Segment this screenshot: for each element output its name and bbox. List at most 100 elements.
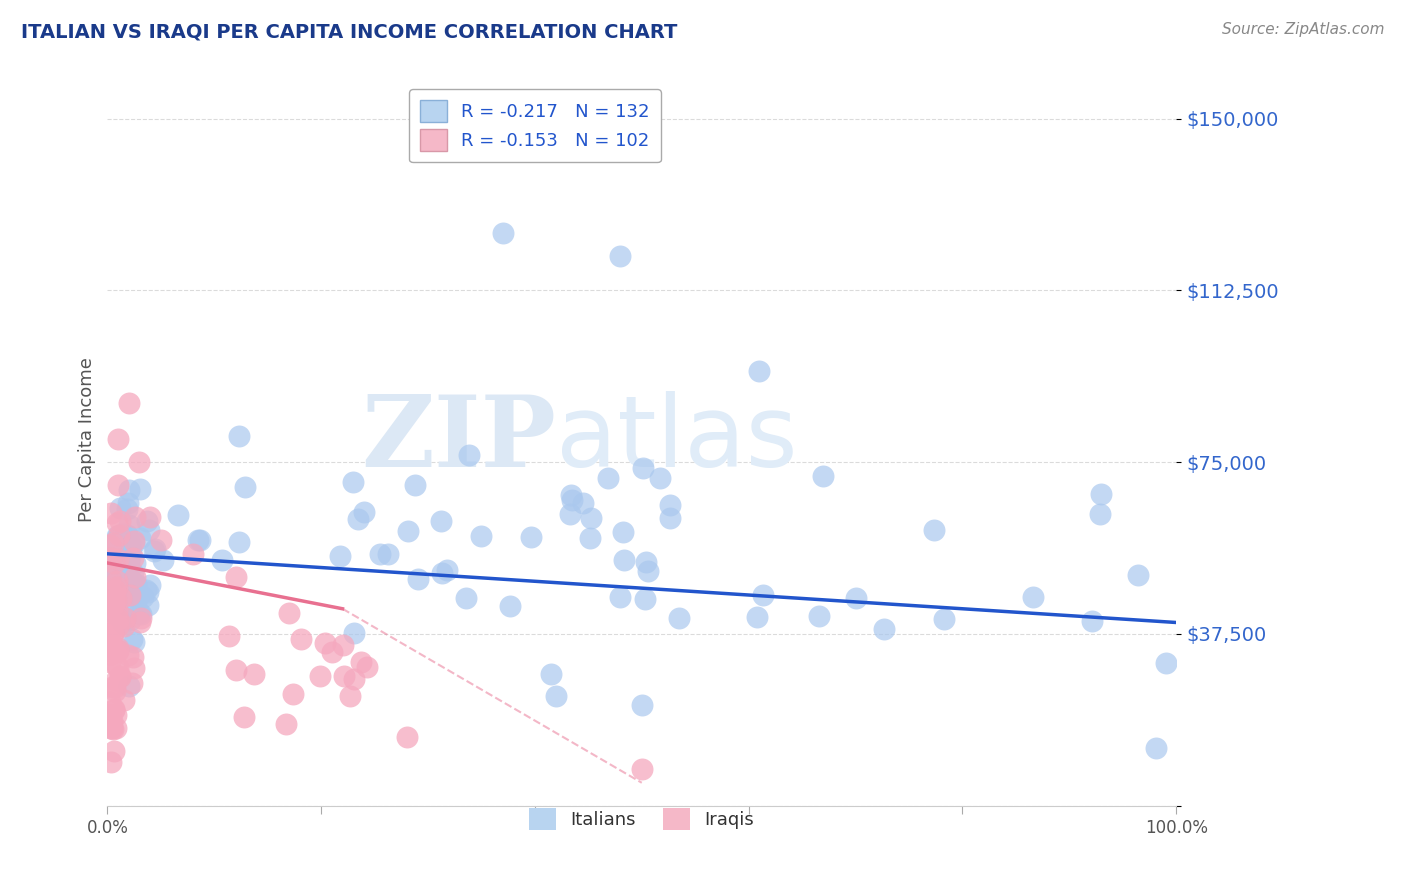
Point [332,669,354,683]
Point [124,510,146,524]
Point [118,679,141,693]
Point [499,599,522,614]
Point [104,558,127,572]
Point [332,639,354,653]
Point [436,564,458,578]
Point [120,543,142,558]
Point [124,570,146,584]
Point [112,613,135,627]
Point [108,668,131,682]
Point [112,556,135,570]
Point [166,508,188,522]
Point [278,607,301,621]
Point [108,527,131,541]
Point [105,673,128,688]
Point [314,636,336,650]
Point [139,578,162,592]
Point [181,547,204,561]
Point [609,249,631,263]
Point [813,469,835,483]
Point [98,708,121,723]
Point [107,605,129,619]
Point [105,603,128,617]
Point [117,648,139,662]
Point [1088,507,1111,521]
Point [104,643,127,657]
Point [112,597,135,611]
Point [100,585,122,599]
Point [108,570,131,584]
Point [139,510,162,524]
Point [211,553,233,567]
Point [104,539,127,553]
Legend: Italians, Iraqis: Italians, Iraqis [522,800,762,837]
Point [143,542,166,557]
Point [118,395,141,409]
Point [122,579,145,593]
Point [117,529,139,543]
Point [101,606,124,620]
Point [343,672,366,686]
Point [112,584,135,599]
Point [122,566,145,580]
Point [922,523,945,537]
Point [347,512,370,526]
Point [103,703,125,717]
Point [107,612,129,626]
Point [115,574,138,589]
Point [105,586,128,600]
Point [104,538,127,552]
Point [104,680,127,694]
Point [101,548,124,562]
Point [368,547,391,561]
Point [596,471,619,485]
Point [105,574,128,588]
Point [100,755,122,769]
Point [118,588,141,602]
Point [121,632,143,646]
Point [100,680,122,694]
Point [561,493,583,508]
Point [343,626,366,640]
Point [274,717,297,731]
Point [630,698,652,712]
Point [105,659,128,673]
Point [142,544,165,558]
Point [122,650,145,665]
Point [1022,590,1045,604]
Point [350,655,373,669]
Point [112,619,135,633]
Point [1146,741,1168,756]
Point [128,607,150,621]
Point [103,702,125,716]
Point [122,582,145,596]
Point [98,633,121,648]
Point [128,455,150,469]
Point [115,502,138,516]
Point [659,498,682,512]
Point [101,549,124,564]
Point [114,611,136,625]
Point [329,549,352,563]
Point [112,693,135,707]
Text: Source: ZipAtlas.com: Source: ZipAtlas.com [1222,22,1385,37]
Point [107,433,129,447]
Point [103,597,125,611]
Point [128,531,150,545]
Point [138,598,160,612]
Point [101,721,124,735]
Y-axis label: Per Capita Income: Per Capita Income [79,357,96,522]
Point [128,483,150,497]
Point [129,607,152,621]
Point [120,573,142,587]
Point [135,583,157,598]
Point [356,660,378,674]
Point [118,483,141,497]
Point [634,592,657,607]
Point [406,572,429,586]
Point [458,448,481,462]
Point [395,730,418,744]
Point [105,516,128,530]
Point [98,716,121,731]
Point [104,721,127,735]
